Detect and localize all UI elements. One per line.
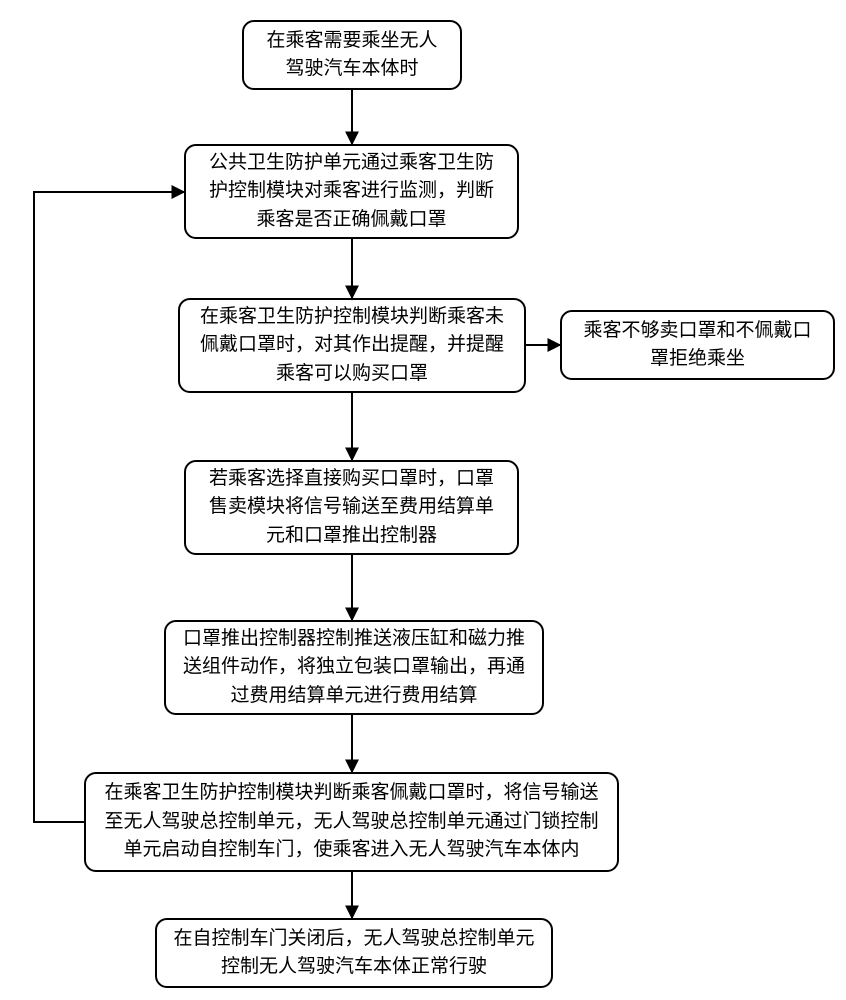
flow-node-n4: 乘客不够卖口罩和不佩戴口罩拒绝乘坐 [560, 310, 835, 380]
flow-node-n7: 在乘客卫生防护控制模块判断乘客佩戴口罩时，将信号输送至无人驾驶总控制单元，无人驾… [84, 772, 619, 872]
edge-n7-n2 [34, 192, 184, 822]
flowchart-canvas: 在乘客需要乘坐无人驾驶汽车本体时公共卫生防护单元通过乘客卫生防护控制模块对乘客进… [0, 0, 846, 1000]
flow-node-n8: 在自控制车门关闭后，无人驾驶总控制单元控制无人驾驶汽车本体正常行驶 [155, 918, 553, 988]
flow-node-n5: 若乘客选择直接购买口罩时，口罩售卖模块将信号输送至费用结算单元和口罩推出控制器 [184, 460, 519, 555]
flow-node-n6: 口罩推出控制器控制推送液压缸和磁力推送组件动作，将独立包装口罩输出，再通过费用结… [164, 620, 544, 715]
flow-node-n1: 在乘客需要乘坐无人驾驶汽车本体时 [242, 20, 462, 90]
flow-node-n3: 在乘客卫生防护控制模块判断乘客未佩戴口罩时，对其作出提醒，并提醒乘客可以购买口罩 [178, 298, 526, 393]
flow-node-n2: 公共卫生防护单元通过乘客卫生防护控制模块对乘客进行监测，判断乘客是否正确佩戴口罩 [184, 144, 519, 239]
